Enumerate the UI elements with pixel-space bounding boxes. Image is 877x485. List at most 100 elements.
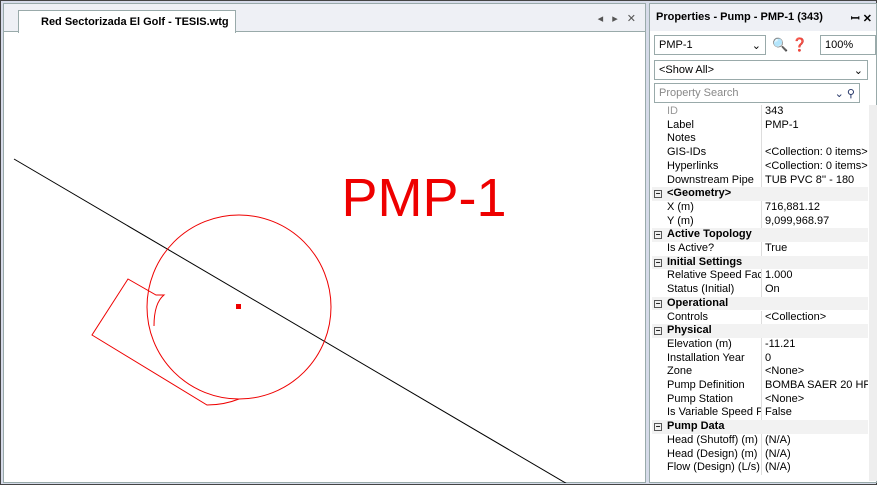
properties-pane: Properties - Pump - PMP-1 (343) ꟷ ✕ PMP-1… <box>649 3 877 483</box>
category-row[interactable]: − Active Topology <box>652 228 868 242</box>
property-value: (N/A) <box>765 461 791 474</box>
element-select[interactable]: PMP-1 ⌄ <box>654 35 766 55</box>
tab-bar: Red Sectorizada El Golf - TESIS.wtg ◂ ▸ … <box>4 4 645 33</box>
property-value: <None> <box>765 365 805 378</box>
property-row[interactable]: ID 343 <box>652 105 868 119</box>
property-row[interactable]: GIS-IDs <Collection: 0 items> <box>652 146 868 160</box>
property-label: Label <box>665 118 762 133</box>
property-value: 0 <box>765 351 772 364</box>
filter-select[interactable]: <Show All> ⌄ <box>654 60 868 80</box>
property-row[interactable]: Head (Shutoff) (m) (N/A) <box>652 433 868 448</box>
property-value: (N/A) <box>765 447 791 460</box>
scrollbar[interactable] <box>869 105 877 481</box>
collapse-toggle[interactable]: − <box>654 230 662 240</box>
property-row[interactable]: Status (Initial) On <box>652 283 868 297</box>
pane-title: Properties - Pump - PMP-1 (343) ꟷ ✕ <box>650 4 876 31</box>
property-label: Head (Shutoff) (m) <box>665 433 762 448</box>
property-value: TUB PVC 8'' - 180 <box>765 173 855 186</box>
property-label: Relative Speed Factor <box>667 269 762 284</box>
filter-text: <Show All> <box>659 64 715 76</box>
property-value: (N/A) <box>765 433 791 446</box>
property-label: GIS-IDs <box>665 146 762 160</box>
category-label: Physical <box>667 324 712 337</box>
zoom-text: 100% <box>825 39 854 51</box>
category-row[interactable]: − Operational <box>652 296 868 311</box>
property-row[interactable]: Relative Speed Factor1.000 <box>652 269 868 284</box>
property-row[interactable]: Installation Year 0 <box>652 351 868 366</box>
property-row[interactable]: Head (Design) (m) (N/A) <box>652 447 868 462</box>
property-row[interactable]: Is Variable Speed PumpFalse <box>652 406 868 421</box>
property-value: True <box>765 242 788 254</box>
category-label: Initial Settings <box>667 255 743 268</box>
property-label: Flow (Design) (L/s) <box>665 461 762 475</box>
property-value: <None> <box>765 392 805 405</box>
property-label: Is Variable Speed Pump <box>665 406 762 421</box>
property-label: X (m) <box>665 200 762 215</box>
category-label: Pump Data <box>667 420 725 433</box>
category-label: <Geometry> <box>667 187 732 200</box>
category-row[interactable]: − Physical <box>652 324 868 338</box>
property-value: <Collection> <box>765 310 827 323</box>
property-row[interactable]: Flow (Design) (L/s) (N/A) <box>652 461 868 475</box>
property-value: On <box>765 283 780 296</box>
property-label: Status (Initial) <box>665 283 762 297</box>
category-row[interactable]: − Pump Data <box>652 420 868 434</box>
property-label: Installation Year <box>665 351 762 366</box>
property-label: Pump Station <box>665 392 762 407</box>
property-label: ID <box>665 105 762 119</box>
property-value: <Collection: 0 items> <box>765 146 868 159</box>
property-label: Hyperlinks <box>665 159 762 174</box>
search-text: Property Search <box>659 87 739 99</box>
pipe <box>13 158 567 483</box>
collapse-toggle[interactable]: − <box>654 257 662 267</box>
title-text: Properties - Pump - PMP-1 (343) <box>656 11 823 23</box>
property-label: Is Active? <box>665 242 762 256</box>
toolbar-icons[interactable]: 🔍 ❓ <box>772 37 808 52</box>
property-value: 1.000 <box>765 269 793 282</box>
zoom-select[interactable]: 100% <box>820 35 876 55</box>
pump-outline <box>91 278 240 406</box>
property-row[interactable]: Downstream Pipe TUB PVC 8'' - 180 <box>652 173 868 188</box>
property-row[interactable]: Controls <Collection> <box>652 310 868 325</box>
property-value: BOMBA SAER 20 HP S18 <box>765 379 868 391</box>
collapse-toggle[interactable]: − <box>654 298 662 308</box>
pump-node[interactable] <box>236 304 241 309</box>
pane-buttons[interactable]: ꟷ ✕ <box>850 13 872 25</box>
property-row[interactable]: Y (m) 9,099,968.97 <box>652 214 868 229</box>
property-label: Notes <box>665 132 762 147</box>
property-value: 9,099,968.97 <box>765 214 830 227</box>
collapse-toggle[interactable]: − <box>654 422 662 432</box>
property-row[interactable]: Elevation (m) -11.21 <box>652 337 868 352</box>
element-label: PMP-1 <box>341 168 506 228</box>
search-box[interactable]: Property Search ⌄ ⚲ <box>654 83 860 103</box>
document-tab[interactable]: Red Sectorizada El Golf - TESIS.wtg <box>18 10 236 33</box>
select-text: PMP-1 <box>659 39 693 51</box>
property-row[interactable]: Is Active? True <box>652 242 868 256</box>
property-label: Elevation (m) <box>665 337 762 352</box>
property-label: Head (Design) (m) <box>665 447 762 462</box>
property-label: Controls <box>665 310 762 325</box>
property-value: 716,881.12 <box>765 200 821 213</box>
property-label: Zone <box>665 365 762 379</box>
property-row[interactable]: Zone <None> <box>652 365 868 379</box>
property-value: -11.21 <box>765 337 796 350</box>
property-row[interactable]: Pump Station <None> <box>652 392 868 407</box>
property-label: Downstream Pipe <box>665 173 762 188</box>
property-row[interactable]: Notes <box>652 132 868 147</box>
category-row[interactable]: − Initial Settings <box>652 255 868 270</box>
property-value: <Collection: 0 items> <box>765 159 868 172</box>
drawing-pane: Red Sectorizada El Golf - TESIS.wtg ◂ ▸ … <box>3 3 646 483</box>
category-label: Active Topology <box>667 228 752 241</box>
property-row[interactable]: Hyperlinks <Collection: 0 items> <box>652 159 868 174</box>
category-row[interactable]: − <Geometry> <box>652 187 868 201</box>
collapse-toggle[interactable]: − <box>654 326 662 336</box>
category-label: Operational <box>667 296 729 309</box>
tab-nav[interactable]: ◂ ▸ ✕ <box>597 13 639 25</box>
property-value: False <box>765 406 792 419</box>
collapse-toggle[interactable]: − <box>654 189 662 199</box>
property-label: Y (m) <box>665 214 762 229</box>
property-row[interactable]: Label PMP-1 <box>652 118 868 133</box>
property-row[interactable]: X (m) 716,881.12 <box>652 200 868 215</box>
